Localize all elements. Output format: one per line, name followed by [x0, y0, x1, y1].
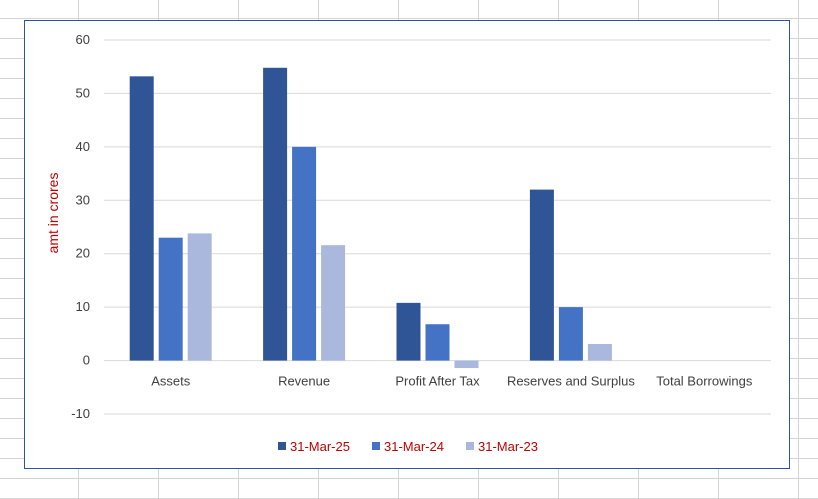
bar-chart: -10 0 10 20 30 40 50 60 Assets Revenue Profit Aft… — [45, 32, 771, 454]
y-tick-label: 10 — [76, 299, 90, 314]
bar — [321, 245, 346, 361]
y-tick-label: 20 — [76, 246, 90, 261]
category-label: Revenue — [278, 374, 330, 389]
y-tick-label: 60 — [76, 32, 90, 47]
y-tick-label: 0 — [83, 353, 90, 368]
legend-swatch — [466, 442, 474, 450]
bar — [425, 324, 450, 361]
legend-label: 31-Mar-23 — [478, 439, 538, 454]
bar — [292, 146, 317, 361]
category-label: Reserves and Surplus — [507, 374, 635, 389]
y-axis-title: amt in crores — [45, 173, 61, 254]
category-labels: Assets Revenue Profit After Tax Reserves an… — [151, 374, 753, 389]
category-label: Total Borrowings — [656, 374, 753, 389]
legend-label: 31-Mar-24 — [384, 439, 444, 454]
category-label: Assets — [151, 374, 191, 389]
bar — [158, 237, 183, 361]
bar — [587, 344, 612, 361]
bar — [187, 233, 212, 361]
bar — [454, 360, 479, 369]
bar — [129, 76, 154, 361]
chart-area: -10 0 10 20 30 40 50 60 Assets Revenue Profit Aft… — [24, 20, 790, 469]
y-tick-label: -10 — [71, 406, 90, 421]
bar — [263, 67, 288, 361]
y-tick-label: 30 — [76, 192, 90, 207]
bar — [529, 189, 554, 361]
legend: 31-Mar-25 31-Mar-24 31-Mar-23 — [278, 439, 538, 454]
legend-label: 31-Mar-25 — [290, 439, 350, 454]
gridlines — [104, 39, 771, 415]
legend-swatch — [278, 442, 286, 450]
bars — [129, 67, 612, 369]
y-tick-label: 50 — [76, 85, 90, 100]
bar — [558, 307, 583, 361]
y-axis-ticks: -10 0 10 20 30 40 50 60 — [71, 32, 90, 421]
legend-swatch — [372, 442, 380, 450]
category-label: Profit After Tax — [395, 374, 480, 389]
bar — [396, 302, 421, 361]
y-tick-label: 40 — [76, 139, 90, 154]
